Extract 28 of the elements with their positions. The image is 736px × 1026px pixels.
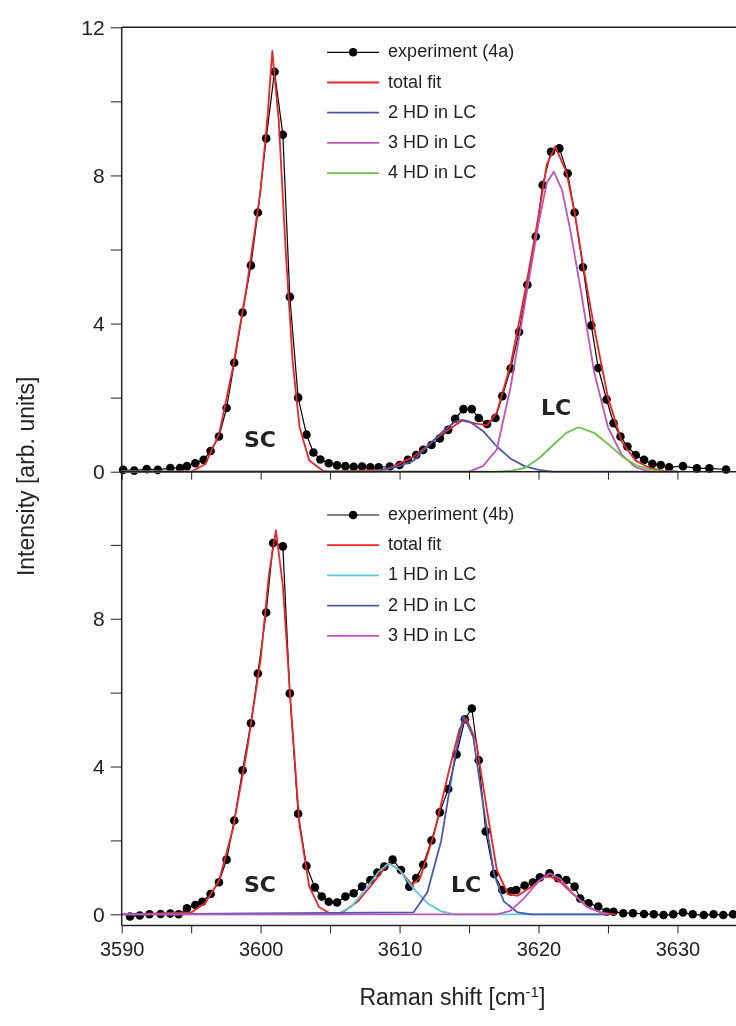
legend-label: experiment (4b) — [388, 503, 515, 524]
y-tick-label: 4 — [93, 754, 106, 778]
x-tick-label: 3630 — [655, 937, 701, 960]
y-axis-title: Intensity [arb. units] — [13, 376, 39, 577]
annotation: SC — [244, 872, 276, 897]
legend-label: experiment (4a) — [388, 41, 515, 62]
y-tick-label: 8 — [93, 606, 105, 630]
y-tick-label: 4 — [93, 311, 106, 335]
annotation: LC — [540, 395, 572, 420]
y-tick-label: 0 — [93, 459, 105, 483]
x-tick-label: 3610 — [377, 937, 423, 960]
y-tick-label: 12 — [81, 15, 105, 39]
y-tick-label: 8 — [93, 163, 105, 187]
annotation: LC — [450, 872, 482, 897]
legend-label: 3 HD in LC — [388, 624, 477, 645]
legend-label: total fit — [388, 71, 442, 92]
legend-label: 2 HD in LC — [388, 594, 477, 615]
x-tick-label: 3600 — [238, 937, 284, 960]
x-tick-label: 3620 — [516, 937, 562, 960]
legend-label: 4 HD in LC — [388, 161, 477, 182]
legend-label: total fit — [388, 533, 442, 554]
x-tick-label: 3590 — [99, 937, 145, 960]
annotation: SC — [244, 427, 276, 452]
y-tick-label: 0 — [93, 902, 105, 926]
legend-label: 2 HD in LC — [388, 101, 477, 122]
legend-label: 3 HD in LC — [388, 131, 477, 152]
x-axis-title: Raman shift [cm$^{-1}$] — [359, 982, 546, 1011]
legend-label: 1 HD in LC — [388, 564, 477, 585]
